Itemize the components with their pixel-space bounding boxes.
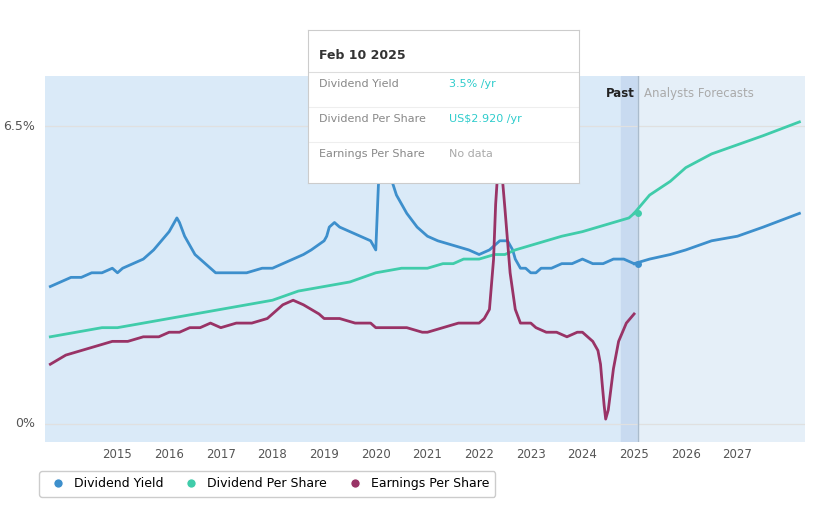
Bar: [638, 76, 805, 442]
Bar: [621, 76, 638, 442]
Text: Earnings Per Share: Earnings Per Share: [319, 149, 424, 160]
Bar: [45, 76, 621, 442]
Text: 0%: 0%: [16, 417, 35, 430]
Text: 6.5%: 6.5%: [3, 120, 35, 133]
Text: Past: Past: [607, 87, 635, 100]
Text: Dividend Yield: Dividend Yield: [319, 79, 398, 89]
Text: No data: No data: [449, 149, 493, 160]
Text: Feb 10 2025: Feb 10 2025: [319, 49, 406, 62]
Text: 3.5% /yr: 3.5% /yr: [449, 79, 496, 89]
Text: Analysts Forecasts: Analysts Forecasts: [644, 87, 754, 100]
Legend: Dividend Yield, Dividend Per Share, Earnings Per Share: Dividend Yield, Dividend Per Share, Earn…: [39, 471, 495, 497]
Text: Dividend Per Share: Dividend Per Share: [319, 114, 425, 124]
Text: US$2.920 /yr: US$2.920 /yr: [449, 114, 521, 124]
